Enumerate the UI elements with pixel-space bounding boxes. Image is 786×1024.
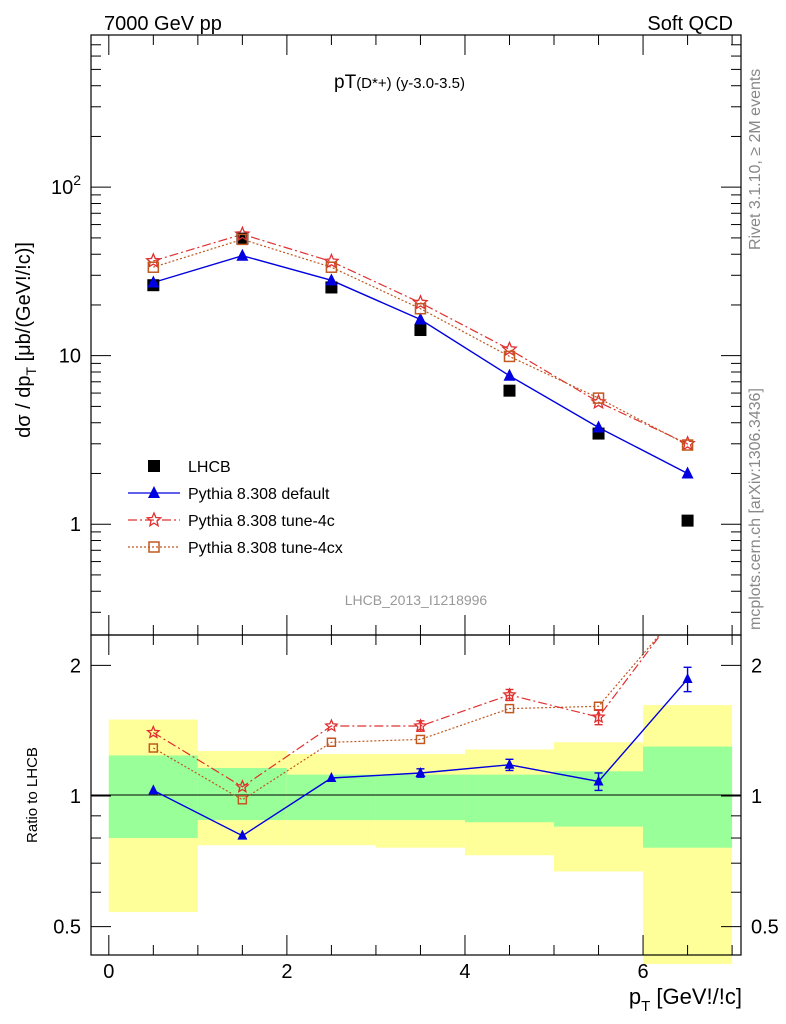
point-pythia-8-308-tune-4cx-4 [503,350,516,363]
main-ytick-label-1: 10 [59,346,81,368]
ratio-point-pythia-8-308-tune-4c-4 [502,687,517,702]
ratio-point-pythia-8-308-default-1 [237,829,248,840]
ratio-point-pythia-8-308-tune-4cx-3 [415,734,426,745]
point-pythia-8-308-default-4 [503,368,516,381]
legend-marker-pythia-8-308-tune-4c [145,511,163,528]
ratio-point-pythia-8-308-tune-4c-0 [145,724,161,739]
legend: LHCB Pythia 8.308 default Pythia 8.308 tun… [128,459,343,557]
ratio-panel: 0.5 0.5 1 1 2 2 0 2 4 6 Ratio to LHCB pT [GeV!/!c… [24,593,779,1015]
ratio-point-pythia-8-308-tune-4c-6 [682,593,693,604]
point-pythia-8-308-default-6 [681,466,694,479]
ratio-point-pythia-8-308-tune-4c-1 [235,779,250,793]
main-ticks: 1 10 102 [51,34,741,635]
plot-title-sub: (D*+) (y-3.0-3.5) [356,75,465,92]
point-pythia-8-308-tune-4c-0 [145,252,162,268]
series-line-pythia-8-308-tune-4c [153,233,688,445]
point-pythia-8-308-tune-4c-3 [412,294,429,310]
ratio-point-pythia-8-308-default-6 [682,673,693,684]
header-left: 7000 GeV pp [104,13,222,35]
green-band-bin-3 [375,774,465,821]
main-panel: 1 10 102 pT(D*+) (y-3.0-3.5) LHCB_2013_I12… [13,34,742,636]
xtick-label-0: 0 [103,961,114,983]
main-ytick-label-0: 1 [70,514,81,536]
point-pythia-8-308-tune-4c-2 [323,252,340,269]
main-ytick-label-2: 102 [51,172,81,199]
green-band-bin-1 [197,768,287,821]
mcplots-label: mcplots.cern.ch [arXiv:1306.3436] [747,388,764,630]
ratio-point-pythia-8-308-tune-4c-3 [413,718,428,733]
green-band-bin-6 [643,746,733,848]
xtick-label-2: 4 [459,961,470,983]
ratio-ytick-label-right-0: 0.5 [751,917,779,939]
point-pythia-8-308-default-2 [325,273,338,286]
analysis-label: LHCB_2013_I1218996 [345,592,488,608]
legend-label-pythia-8-308-tune-4cx: Pythia 8.308 tune-4cx [188,540,343,557]
point-lhcb-4 [503,384,516,397]
legend-marker-lhcb [148,460,160,472]
point-pythia-8-308-tune-4c-1 [234,225,251,242]
point-pythia-8-308-tune-4cx-3 [414,302,427,315]
plot-title-main: pT [334,72,357,93]
xtick-label-3: 6 [637,961,648,983]
ratio-marks [145,593,693,840]
green-band-bin-0 [108,755,198,839]
legend-label-pythia-8-308-tune-4c: Pythia 8.308 tune-4c [188,513,335,530]
ratio-ylabel: Ratio to LHCB [24,747,41,843]
ratio-point-pythia-8-308-default-4 [504,758,515,769]
series-line-pythia-8-308-tune-4cx [153,238,688,446]
point-pythia-8-308-tune-4cx-5 [592,392,605,404]
point-pythia-8-308-tune-4cx-6 [681,439,694,451]
point-pythia-8-308-default-0 [147,275,160,288]
plot-title: pT(D*+) (y-3.0-3.5) [334,72,465,93]
green-band-bin-4 [464,774,555,823]
ratio-point-pythia-8-308-tune-4c-2 [324,718,339,733]
point-lhcb-3 [414,324,427,337]
ratio-ytick-label-left-2: 2 [70,655,81,677]
ratio-point-pythia-8-308-tune-4cx-6 [684,598,692,606]
point-pythia-8-308-tune-4cx-0 [147,261,160,273]
series-line-pythia-8-308-default [153,254,688,475]
main-marks [145,225,696,527]
point-lhcb-6 [681,514,694,527]
point-pythia-8-308-tune-4cx-1 [236,233,249,246]
ratio-ytick-label-left-1: 1 [70,786,81,808]
ratio-point-pythia-8-308-default-2 [326,772,337,783]
x-axis-label: pT [GeV!/!c] [629,984,742,1015]
ratio-ticks: 0.5 0.5 1 1 2 2 0 2 4 6 [53,635,779,983]
ratio-point-pythia-8-308-tune-4cx-2 [326,737,337,748]
ratio-frame [90,634,742,956]
legend-label-lhcb: LHCB [188,459,231,476]
ratio-ytick-label-right-1: 1 [751,786,762,808]
ratio-point-pythia-8-308-tune-4cx-4 [504,703,515,714]
header-right: Soft QCD [647,13,733,35]
main-ylabel: dσ / dpT [μb/(GeV!/!c)] [13,242,39,438]
ratio-line-pythia-8-308-tune-4cx [152,635,661,801]
ratio-point-pythia-8-308-default-0 [148,784,159,795]
ratio-point-pythia-8-308-default-3 [415,766,426,777]
legend-label-pythia-8-308-default: Pythia 8.308 default [188,486,330,503]
point-pythia-8-308-default-5 [592,420,605,433]
legend-marker-pythia-8-308-tune-4cx [148,541,160,553]
ratio-point-pythia-8-308-tune-4cx-1 [237,795,248,805]
ratio-point-pythia-8-308-tune-4cx-0 [148,743,159,753]
ratio-point-pythia-8-308-tune-4c-5 [591,709,606,724]
xtick-label-1: 2 [281,961,292,983]
ratio-ytick-label-right-2: 2 [751,655,762,677]
legend-marker-pythia-8-308-default [148,486,160,498]
point-pythia-8-308-default-3 [414,312,427,325]
point-pythia-8-308-tune-4cx-2 [325,261,338,273]
point-pythia-8-308-default-1 [236,248,249,261]
rivet-label: Rivet 3.1.10, ≥ 2M events [747,69,764,250]
point-pythia-8-308-tune-4c-4 [501,340,518,357]
ratio-ytick-label-left-0: 0.5 [53,917,81,939]
ratio-point-pythia-8-308-default-5 [593,775,604,786]
